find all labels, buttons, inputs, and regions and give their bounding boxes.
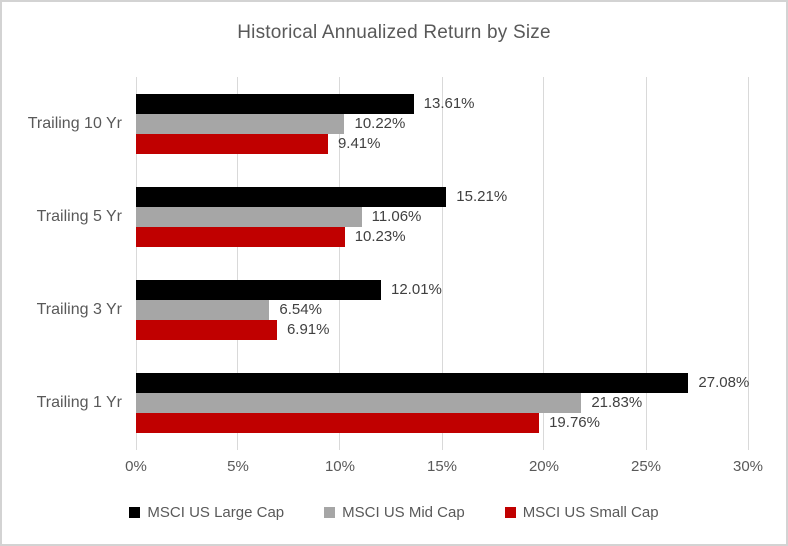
bar-row: 19.76%	[136, 413, 748, 434]
bar-msci-us-mid-cap	[136, 113, 345, 134]
data-label: 27.08%	[698, 374, 750, 392]
legend-swatch-icon	[504, 507, 516, 518]
bar-msci-us-large-cap	[136, 280, 381, 301]
legend-swatch-icon	[324, 507, 336, 518]
legend-item: MSCI US Small Cap	[504, 504, 659, 521]
bar-msci-us-small-cap	[136, 413, 540, 434]
category-label: Trailing 5 Yr	[36, 207, 122, 225]
bar-group: 27.08% 21.83% 19.76%	[136, 373, 750, 434]
gridline	[237, 77, 239, 450]
x-tick-label: 5%	[227, 458, 249, 475]
data-label: 6.54%	[279, 301, 322, 319]
data-label: 10.22%	[354, 114, 406, 132]
bar-msci-us-mid-cap	[136, 206, 362, 227]
x-tick-label: 0%	[125, 458, 147, 475]
bar-group: 13.61% 10.22% 9.41%	[136, 93, 748, 154]
bar-row: 9.41%	[136, 133, 748, 154]
gridline	[645, 77, 647, 450]
category-axis: Trailing 10 Yr Trailing 5 Yr Trailing 3 Yr…	[2, 77, 122, 450]
category-label: Trailing 1 Yr	[36, 394, 122, 412]
x-tick-label: 25%	[630, 458, 662, 475]
data-label: 9.41%	[337, 134, 381, 152]
data-label: 21.83%	[591, 394, 643, 412]
legend: MSCI US Large Cap MSCI US Mid Cap MSCI US …	[2, 504, 786, 521]
bar-msci-us-small-cap	[136, 133, 328, 154]
bar-row: 15.21%	[136, 186, 748, 207]
x-tick-label: 15%	[426, 458, 458, 475]
gridline	[441, 77, 443, 450]
data-label: 13.61%	[423, 94, 475, 112]
gridline	[135, 77, 137, 450]
bar-msci-us-mid-cap	[136, 300, 270, 321]
x-tick-label: 20%	[528, 458, 559, 475]
gridline	[339, 77, 341, 450]
legend-swatch-icon	[129, 507, 141, 518]
x-axis: 0% 5% 10% 15% 20% 25% 30%	[125, 458, 763, 478]
data-label: 19.76%	[549, 414, 600, 432]
gridline	[747, 77, 749, 450]
plot-area: 13.61% 10.22% 9.41% 15.21% 11.06% 10.23% 12.01…	[135, 77, 750, 450]
bar-row: 11.06%	[136, 206, 748, 227]
bar-group: 15.21% 11.06% 10.23%	[136, 186, 748, 247]
bar-row: 12.01%	[136, 280, 748, 301]
bar-group: 12.01% 6.54% 6.91%	[136, 280, 748, 341]
bar-row: 10.22%	[136, 113, 748, 134]
x-tick-label: 10%	[324, 458, 355, 475]
category-label: Trailing 10 Yr	[27, 114, 122, 132]
data-label: 15.21%	[456, 187, 508, 205]
legend-label: MSCI US Mid Cap	[342, 504, 465, 521]
data-label: 11.06%	[371, 207, 422, 225]
data-label: 12.01%	[391, 281, 442, 299]
bar-row: 6.54%	[136, 300, 748, 321]
gridline	[543, 77, 545, 450]
bar-msci-us-small-cap	[136, 226, 345, 247]
category-label: Trailing 3 Yr	[36, 301, 122, 319]
bar-msci-us-large-cap	[136, 186, 447, 207]
bar-row: 13.61%	[136, 93, 748, 114]
bar-row: 10.23%	[136, 226, 748, 247]
x-tick-label: 30%	[732, 458, 764, 475]
legend-item: MSCI US Large Cap	[129, 504, 284, 521]
bar-row: 21.83%	[136, 393, 748, 414]
bar-msci-us-mid-cap	[136, 393, 582, 414]
bar-msci-us-large-cap	[136, 93, 414, 114]
bar-msci-us-small-cap	[136, 320, 277, 341]
bar-msci-us-large-cap	[136, 373, 689, 394]
data-label: 6.91%	[286, 321, 330, 339]
legend-label: MSCI US Small Cap	[522, 504, 659, 521]
chart-title: Historical Annualized Return by Size	[237, 22, 551, 43]
legend-item: MSCI US Mid Cap	[324, 504, 465, 521]
legend-label: MSCI US Large Cap	[147, 504, 285, 521]
data-label: 10.23%	[354, 227, 406, 245]
bar-row: 27.08%	[136, 373, 750, 394]
bar-row: 6.91%	[136, 320, 748, 341]
